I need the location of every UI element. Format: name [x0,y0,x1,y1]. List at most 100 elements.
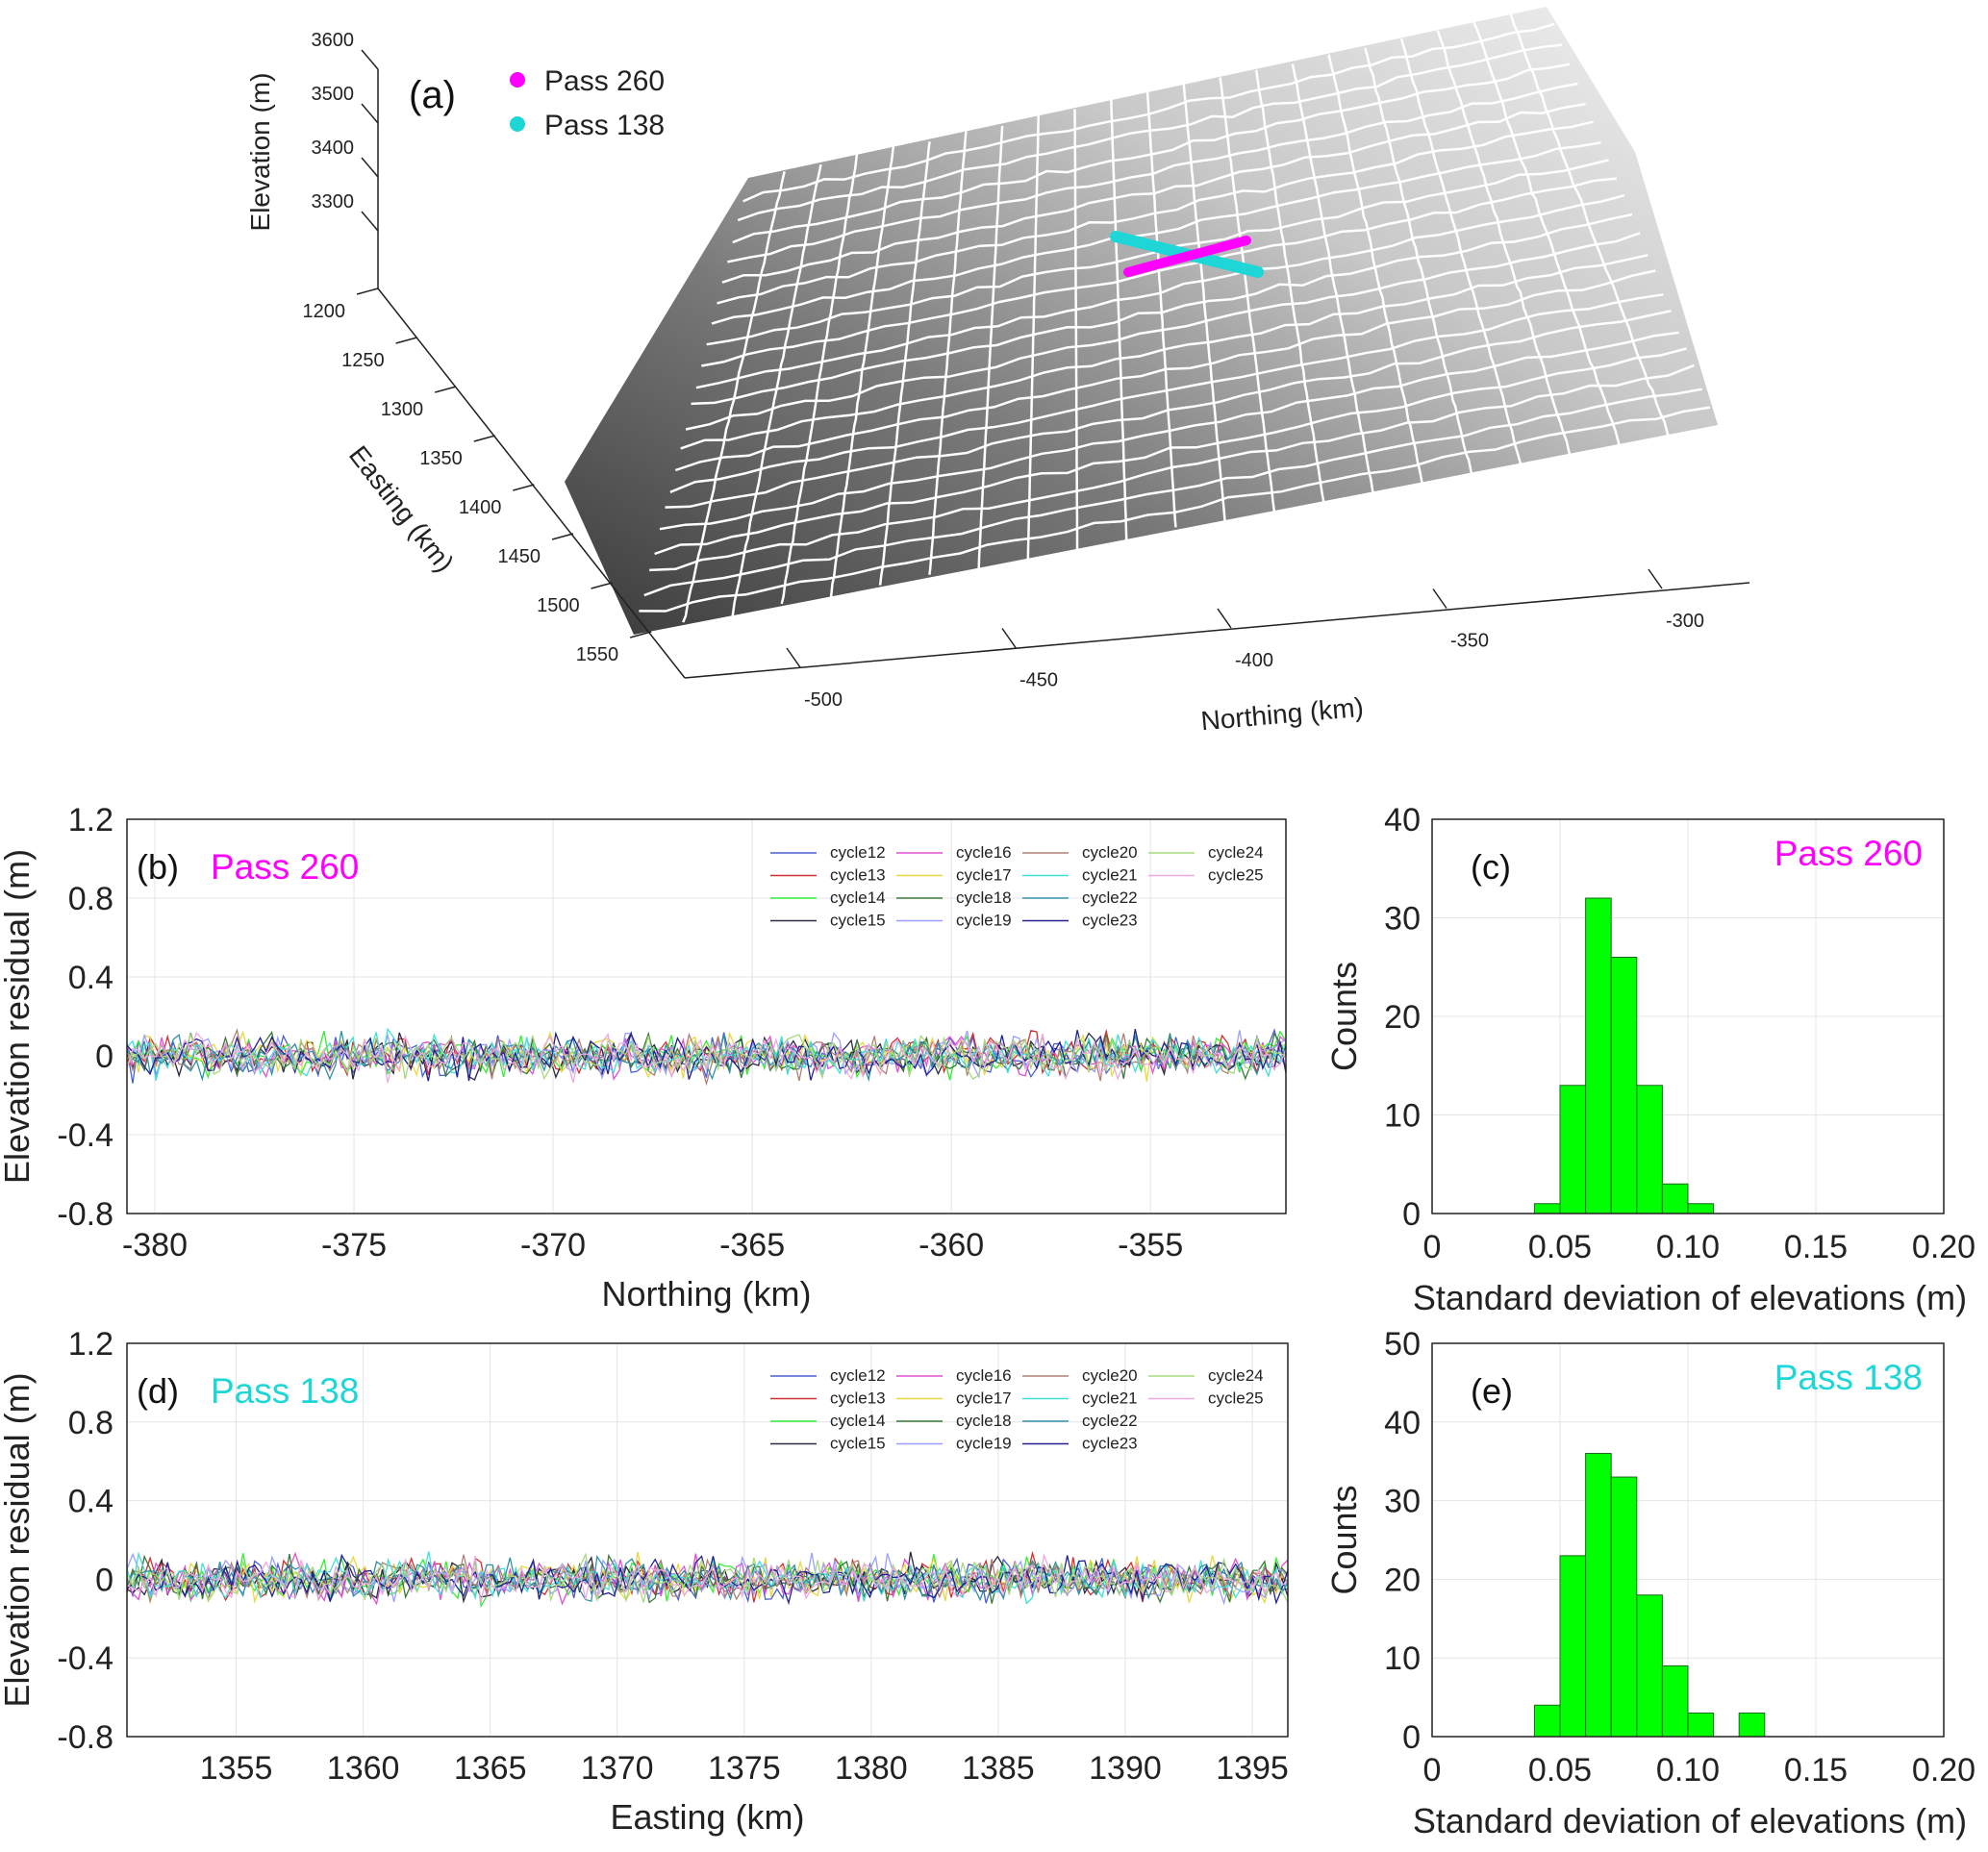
y-tick-label: -0.8 [57,1196,113,1233]
z-tick [361,49,379,70]
legend-entry: cycle16 [956,1366,1012,1385]
histogram-bar [1661,1183,1689,1214]
y-tick-label: -0.4 [57,1117,113,1154]
pass-annotation: Pass 138 [1774,1358,1923,1397]
y-tick [513,484,535,491]
panel-b-line-chart: -380 -375 -370 -365 -360 -355 -0.8 -0.4 0 0.4 0.8 1… [0,802,1287,1314]
x-tick-label: 1365 [454,1750,527,1787]
x-tick-label: -365 [719,1227,785,1264]
histogram-bar [1687,1712,1715,1738]
y-tick-label: 0 [95,1039,113,1075]
legend-entry: cycle18 [956,888,1012,907]
histogram-bar [1687,1203,1715,1214]
grid-line [1219,77,1276,513]
y-tick-label: 0 [95,1562,113,1598]
grid-line [1291,63,1374,492]
grid-line [1399,38,1522,465]
series-cycle23 [126,1029,1287,1082]
grid-line [721,102,1586,284]
x-tick-label: 0.15 [1784,1229,1848,1265]
axes-frame [126,818,1287,1214]
y-tick-label: 1450 [498,546,541,567]
easting-axis [377,288,686,679]
x-tick-label: -400 [1235,650,1273,671]
y-tick-label: 30 [1384,901,1421,938]
legend-entry: cycle17 [956,1389,1012,1408]
y-tick-label: 0.4 [68,1484,113,1520]
panel-e-histogram: 0 0.05 0.10 0.15 0.20 0 10 20 30 40 50 (e) Pass 138 S… [1324,1326,1975,1840]
y-tick-label: 1400 [459,497,502,518]
axes-frame [1431,1342,1945,1738]
legend-entry: cycle21 [1082,866,1138,885]
panel-a-3d-surface: 3600 3500 3400 3300 1200 1250 1300 1350 1400 1450… [245,7,1750,737]
z-tick [361,157,379,178]
panel-label: (d) [137,1371,179,1411]
series-cycle25 [126,1553,1289,1604]
legend-marker-pass-260 [510,72,525,88]
grid-line [727,82,1578,263]
x-tick-label: -375 [321,1227,387,1264]
z-tick [361,103,379,124]
x-tick-label: 0 [1423,1752,1442,1789]
x-tick-label: -355 [1118,1227,1183,1264]
legend-entry: cycle19 [956,1435,1012,1453]
x-axis-label: Northing (km) [601,1274,811,1314]
legend-entry: cycle12 [830,1366,886,1385]
surface-grid [639,12,1711,623]
x-tick-label: -360 [919,1227,984,1264]
grid-line [1110,98,1128,542]
grid-line [717,120,1594,305]
z-tick [361,211,379,232]
y-tick-label: 0.8 [68,1405,113,1441]
y-tick-label: 0 [1402,1196,1421,1233]
y-tick-label: 0.8 [68,881,113,917]
x-tick-label: 1390 [1089,1750,1162,1787]
z-tick-label: 3300 [312,191,355,213]
y-axis-label: Elevation residual (m) [0,849,37,1184]
legend-entry: cycle24 [1208,843,1264,862]
histogram-bar [1610,957,1638,1214]
x-tick-label: -500 [804,689,843,711]
x-tick-label: -450 [1019,670,1058,691]
grid-line [1364,47,1473,474]
x-tick [1432,588,1447,609]
x-tick-label: 1375 [708,1750,781,1787]
northing-axis [684,582,1750,679]
series-cycle20 [126,1554,1289,1604]
x-tick-label: 1370 [581,1750,654,1787]
grid-line [1327,54,1423,484]
grid-line [682,171,786,623]
grid-line [1436,30,1572,457]
grid-line [711,141,1601,325]
legend-entry: cycle23 [1082,1435,1138,1453]
y-tick-label: -0.8 [57,1719,113,1756]
grid-line [737,43,1563,222]
y-tick-label: 1200 [303,301,346,322]
panel-d-line-chart: 1355 1360 1365 1370 1375 1380 1385 1390 1395 -0.8… [0,1326,1289,1837]
pass-annotation: Pass 260 [211,847,359,887]
legend-entry: cycle24 [1208,1366,1264,1385]
z-tick-label: 3400 [312,138,355,159]
axes-frame [126,1342,1289,1738]
grid-line [878,141,931,586]
z-tick-label: 3500 [312,84,355,105]
y-tick-label: 50 [1384,1326,1421,1363]
x-tick-label: 0.10 [1656,1229,1720,1265]
y-axis-label: Counts [1324,962,1364,1071]
y-tick-label: 20 [1384,999,1421,1036]
legend-entry: cycle25 [1208,1389,1264,1408]
histogram-bar [1585,897,1612,1214]
y-tick-label: 0.4 [68,960,113,996]
y-tick-label: 40 [1384,802,1421,838]
x-tick-label: 0.20 [1912,1229,1975,1265]
x-tick-label: 1385 [962,1750,1035,1787]
y-tick-label: 10 [1384,1640,1421,1677]
northing-axis-label: Northing (km) [1199,692,1365,737]
y-tick [630,631,652,638]
y-tick [435,386,457,393]
x-tick-label: 0.05 [1528,1752,1592,1789]
series-cycle25 [126,1031,1287,1084]
x-tick-label: 1380 [835,1750,908,1787]
legend-entry: cycle14 [830,888,886,907]
y-tick-label: 1.2 [68,1326,113,1363]
